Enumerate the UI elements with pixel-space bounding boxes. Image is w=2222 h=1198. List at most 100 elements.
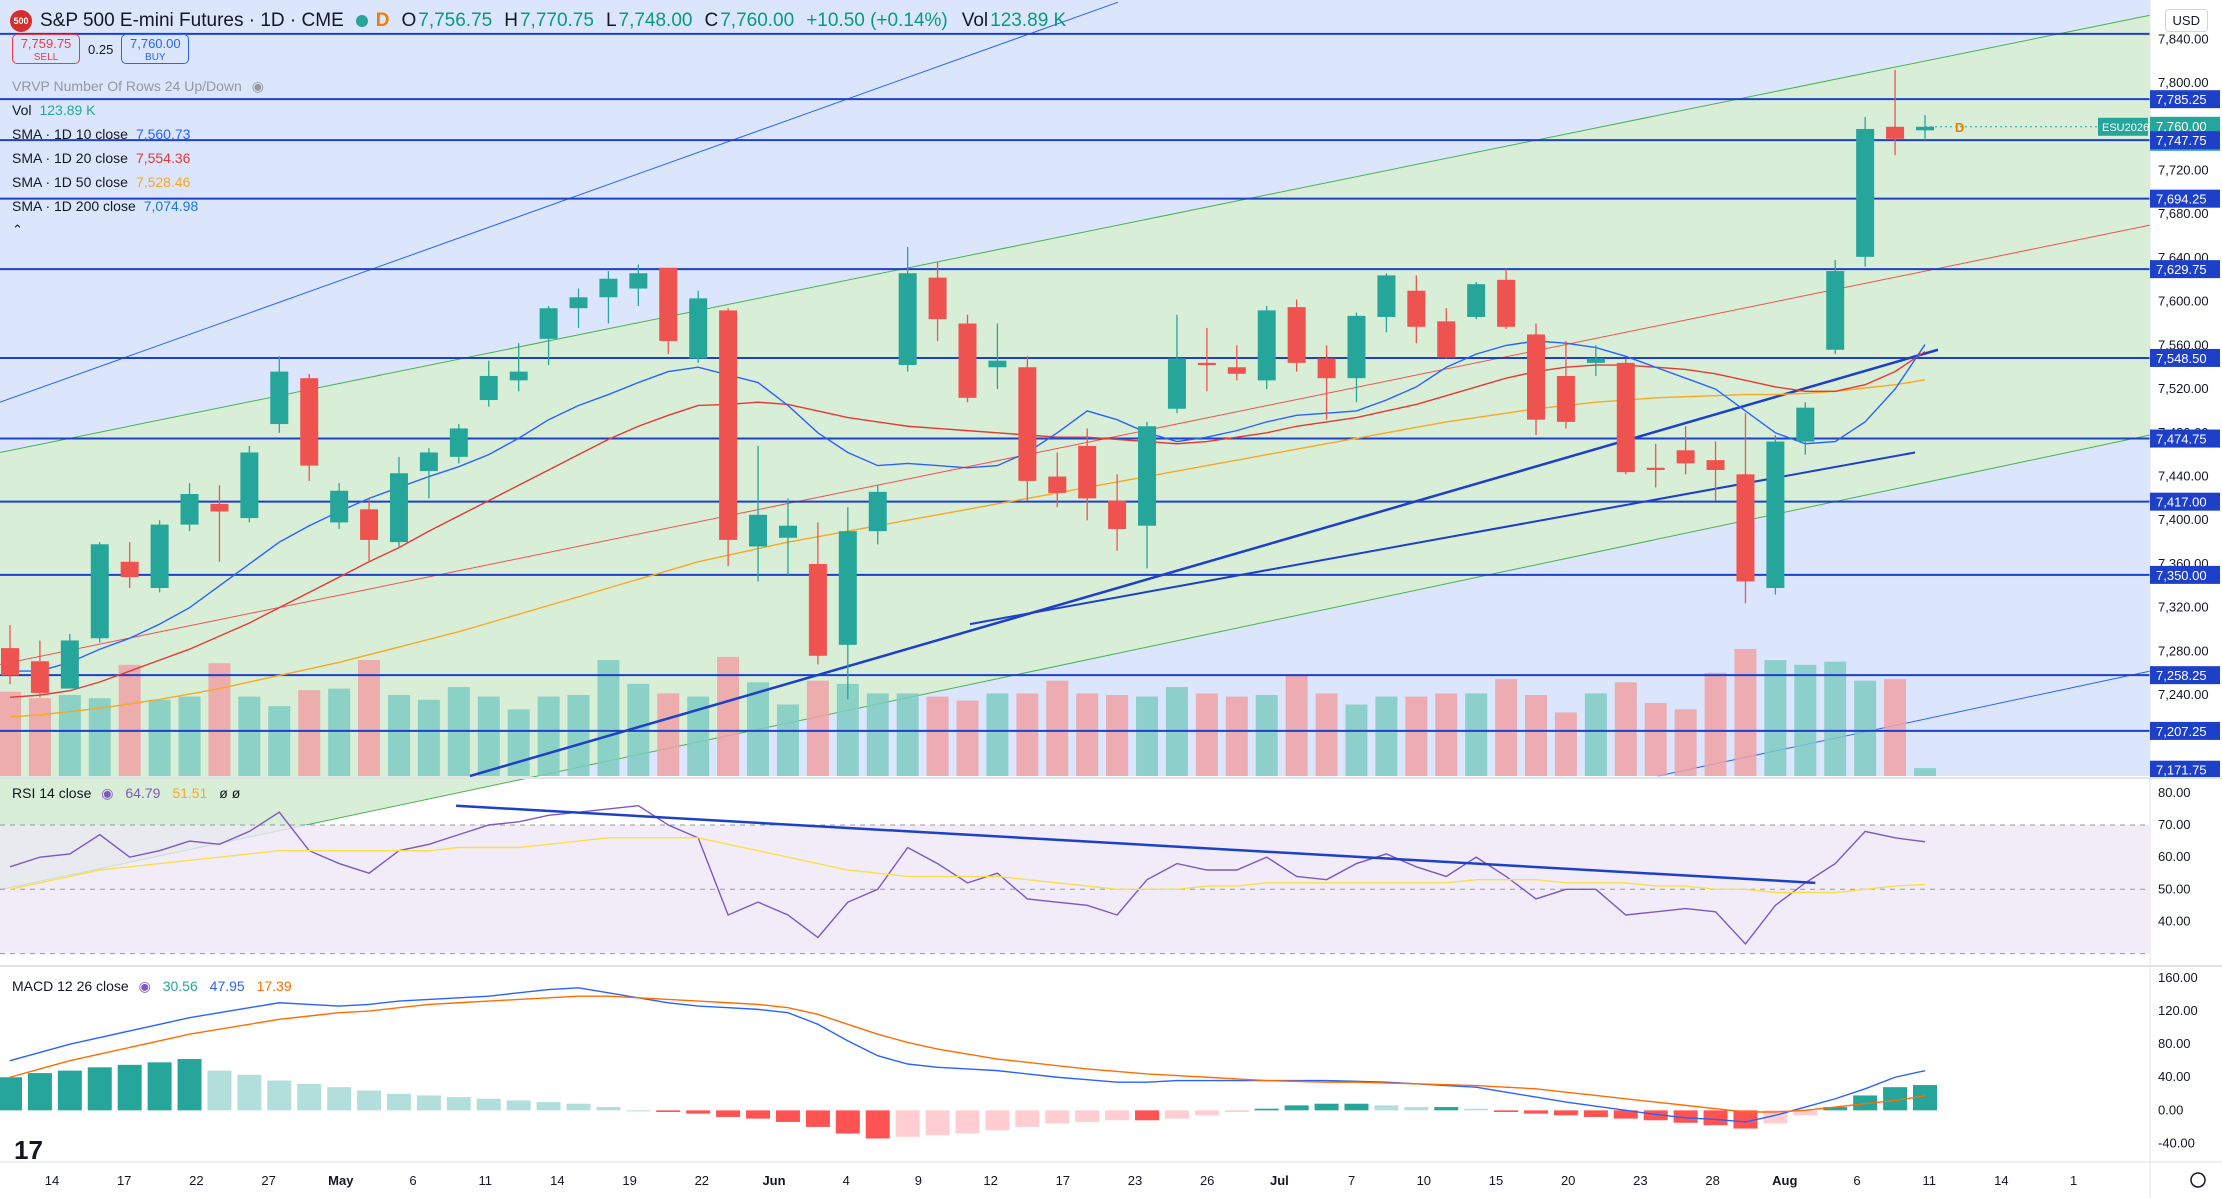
volume-bar <box>477 696 500 776</box>
rsi-tick: 60.00 <box>2158 849 2191 864</box>
volume-bar <box>1525 695 1548 776</box>
candle-body <box>659 267 678 342</box>
time-tick: 17 <box>117 1173 131 1188</box>
time-tick: 22 <box>695 1173 709 1188</box>
legend-volume[interactable]: Vol 123.89 K <box>12 102 96 118</box>
volume-bar <box>1884 679 1907 776</box>
rsi-trendline <box>456 804 1816 885</box>
rsi-tick: 80.00 <box>2158 785 2191 800</box>
price-tick: 7,240.00 <box>2158 687 2209 702</box>
sma20-value: 7,554.36 <box>135 150 191 166</box>
macd-hist-bar <box>1553 1110 1578 1116</box>
sma20-line <box>9 350 1926 699</box>
buy-button[interactable]: 7,760.00 BUY <box>121 34 190 64</box>
candle-body <box>928 277 947 320</box>
candle-body <box>599 278 618 298</box>
candle-body <box>1377 275 1396 317</box>
level-label: 7,350.00 <box>2156 568 2207 583</box>
volume-bar <box>358 660 381 776</box>
macd-hist-bar <box>536 1102 561 1111</box>
rsi-ma-value: 51.51 <box>172 785 208 801</box>
level-label-bg <box>2150 565 2220 584</box>
candle-body <box>1467 284 1486 317</box>
volume-bar <box>747 682 770 776</box>
macd-hist-bar <box>0 1077 22 1111</box>
macd-hist-bar <box>865 1110 890 1139</box>
trendline-support <box>469 348 1939 778</box>
time-tick: 23 <box>1128 1173 1142 1188</box>
macd-hist-bar <box>386 1093 411 1111</box>
sma10-line <box>10 340 1926 672</box>
legend-sma200[interactable]: SMA · 1D 200 close 7,074.98 <box>12 198 198 214</box>
macd-hist-bar <box>416 1095 441 1111</box>
macd-settings-icon[interactable]: ◉ <box>138 978 151 994</box>
legend-sma20[interactable]: SMA · 1D 20 close 7,554.36 <box>12 150 190 166</box>
vrvp-label: VRVP Number Of Rows 24 Up/Down <box>12 78 242 94</box>
price-tick: 7,720.00 <box>2158 163 2209 178</box>
high-value: 7,770.75 <box>519 10 594 31</box>
macd-hist-bar <box>1045 1110 1070 1124</box>
candle-body <box>719 310 738 540</box>
collapse-legend-icon[interactable]: ⌃ <box>12 222 23 237</box>
volume-bar <box>1375 696 1398 776</box>
legend-macd[interactable]: MACD 12 26 close ◉ 30.56 47.95 17.39 <box>12 978 292 995</box>
rsi-line <box>9 804 1926 946</box>
candle-body <box>1556 375 1575 422</box>
legend-vrvp[interactable]: VRVP Number Of Rows 24 Up/Down ◉ <box>12 78 264 95</box>
candle-body <box>898 273 917 366</box>
macd-hist-bar <box>87 1067 112 1111</box>
candle-body <box>1706 460 1725 470</box>
candle-body <box>988 360 1007 368</box>
volume-bar <box>926 696 949 776</box>
settings-icon[interactable] <box>2190 1172 2206 1188</box>
price-tick: 7,520.00 <box>2158 381 2209 396</box>
market-open-dot <box>355 15 368 27</box>
macd-hist-bar <box>446 1097 471 1111</box>
volume-bar <box>1136 696 1159 776</box>
sell-button[interactable]: 7,759.75 SELL <box>12 34 80 64</box>
eye-hidden-icon[interactable]: ◉ <box>251 78 264 94</box>
candle-body <box>120 561 139 578</box>
time-tick: 26 <box>1200 1173 1214 1188</box>
level-label-bg <box>2150 348 2220 367</box>
currency-selector[interactable]: USD <box>2164 9 2208 32</box>
candle-body <box>330 490 349 523</box>
low-value: 7,748.00 <box>618 10 693 31</box>
macd-hist-value: 30.56 <box>162 978 198 994</box>
macd-hist-bar <box>895 1110 920 1137</box>
volume-bar <box>657 693 680 776</box>
candle-body <box>1287 307 1306 363</box>
macd-hist-bar <box>27 1073 52 1111</box>
level-label-bg <box>2150 429 2220 448</box>
volume-bar <box>1554 712 1577 776</box>
volume-bar <box>58 695 81 776</box>
rsi-settings-icon[interactable]: ◉ <box>101 785 114 801</box>
candle-body <box>569 297 588 309</box>
candle-body <box>1317 358 1336 379</box>
sma50-value: 7,528.46 <box>135 174 191 190</box>
volume-bar <box>537 696 560 776</box>
exchange-badge[interactable]: 500 <box>10 10 32 32</box>
rsi-ma-line <box>9 837 1926 894</box>
level-label-bg <box>2150 492 2220 511</box>
candle-body <box>300 378 319 466</box>
legend-sma10[interactable]: SMA · 1D 10 close 7,560.73 <box>12 126 190 142</box>
channel-lower-line <box>0 434 2151 891</box>
macd-hist-bar <box>1344 1103 1369 1111</box>
sell-label: SELL <box>33 52 59 63</box>
volume-bar <box>178 696 201 776</box>
macd-hist-bar <box>327 1087 352 1111</box>
symbol-title[interactable]: S&P 500 E-mini Futures · 1D · CME <box>40 10 344 31</box>
macd-hist-bar <box>1194 1110 1219 1116</box>
candle-body <box>1167 358 1186 409</box>
legend-sma50[interactable]: SMA · 1D 50 close 7,528.46 <box>12 174 190 190</box>
macd-hist-bar <box>1703 1110 1728 1126</box>
candle-body <box>1646 467 1665 470</box>
macd-hist-bar <box>267 1080 292 1111</box>
candle-body <box>539 308 558 339</box>
price-tick: 7,680.00 <box>2158 206 2209 221</box>
legend-rsi[interactable]: RSI 14 close ◉ 64.79 51.51 ø ø <box>12 785 240 802</box>
vol-legend-value: 123.89 K <box>39 102 96 118</box>
macd-line-value: 47.95 <box>209 978 245 994</box>
